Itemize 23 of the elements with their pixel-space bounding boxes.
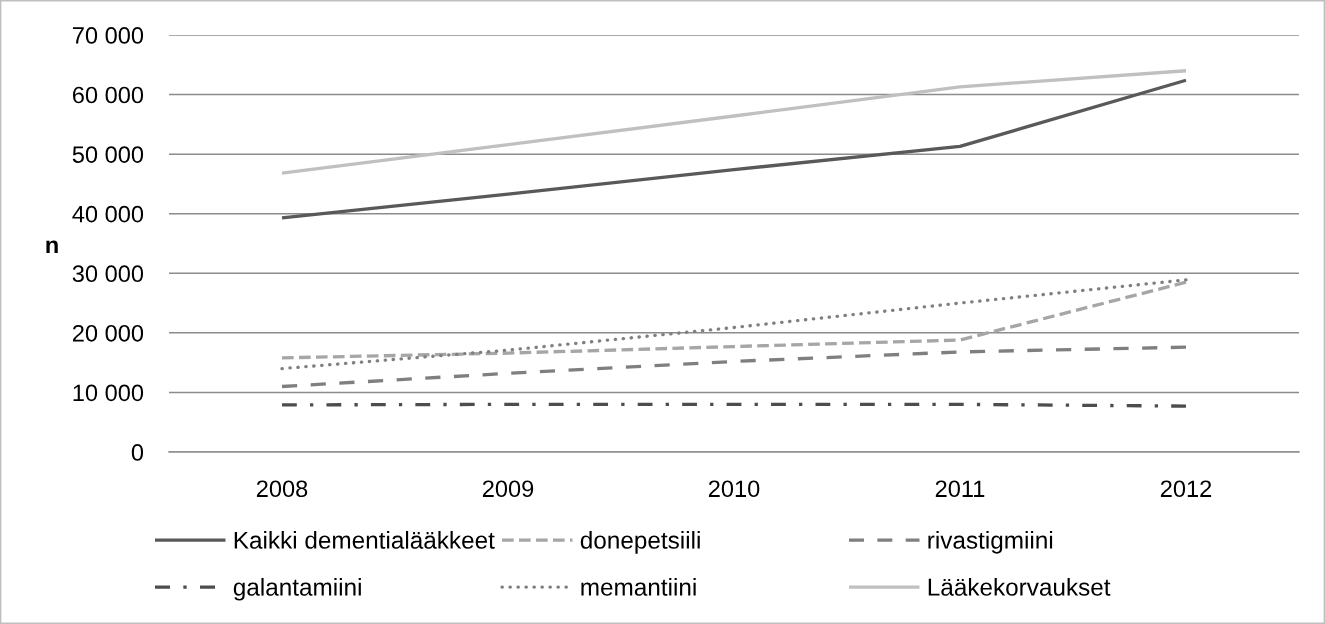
line-series — [280, 69, 1188, 175]
y-tick-label: 10 000 — [73, 384, 144, 402]
legend-label: donepetsiili — [580, 531, 700, 554]
legend-label: memantiini — [581, 577, 696, 596]
legend-label: galantamiini — [233, 577, 361, 601]
y-tick-label: 50 000 — [72, 146, 144, 163]
y-axis-title: n — [46, 240, 58, 254]
x-tick-label: 2012 — [1160, 480, 1212, 498]
y-tick-label: 60 000 — [72, 86, 144, 104]
y-tick-label: 30 000 — [72, 265, 144, 283]
line-series — [280, 345, 1188, 389]
line-series — [280, 78, 1188, 220]
x-tick-label: 2009 — [482, 480, 534, 498]
y-tick-label: 20 000 — [72, 324, 144, 342]
y-tick-label: 0 — [131, 444, 144, 461]
legend-label: Lääkekorvaukset — [928, 577, 1111, 596]
legend-label: Kaikki dementialääkkeet — [234, 531, 495, 549]
x-tick-label: 2010 — [708, 480, 760, 498]
x-tick-label: 2008 — [256, 480, 308, 498]
legend-label: rivastigmiini — [928, 531, 1053, 554]
y-tick-label: 70 000 — [73, 27, 144, 44]
x-tick-label: 2011 — [935, 480, 985, 498]
y-tick-label: 40 000 — [72, 205, 144, 223]
